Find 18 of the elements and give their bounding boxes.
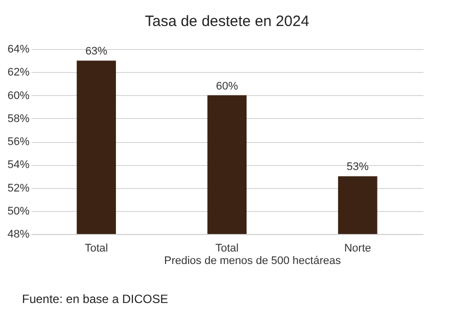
chart-title: Tasa de destete en 2024 bbox=[144, 13, 310, 30]
data-label: 53% bbox=[346, 161, 369, 174]
x-tick-label: Total bbox=[84, 242, 108, 254]
source-note: Fuente: en base a DICOSE bbox=[22, 292, 168, 306]
y-tick-label: 60% bbox=[7, 90, 30, 102]
x-tick-label: Total bbox=[215, 242, 239, 254]
data-label: 63% bbox=[85, 46, 108, 58]
y-tick-label: 50% bbox=[7, 205, 30, 218]
y-tick-label: 56% bbox=[7, 136, 30, 148]
y-tick-label: 64% bbox=[7, 44, 30, 56]
y-tick-label: 62% bbox=[7, 66, 30, 79]
y-tick-label: 52% bbox=[7, 182, 30, 194]
y-tick-label: 48% bbox=[7, 228, 30, 240]
y-tick-label: 58% bbox=[7, 112, 30, 125]
data-label: 60% bbox=[216, 80, 238, 92]
y-tick-label: 54% bbox=[7, 159, 30, 172]
text: Predios de menos de 500 hectáreas bbox=[164, 255, 342, 267]
x-tick-label: Norte bbox=[344, 242, 372, 254]
